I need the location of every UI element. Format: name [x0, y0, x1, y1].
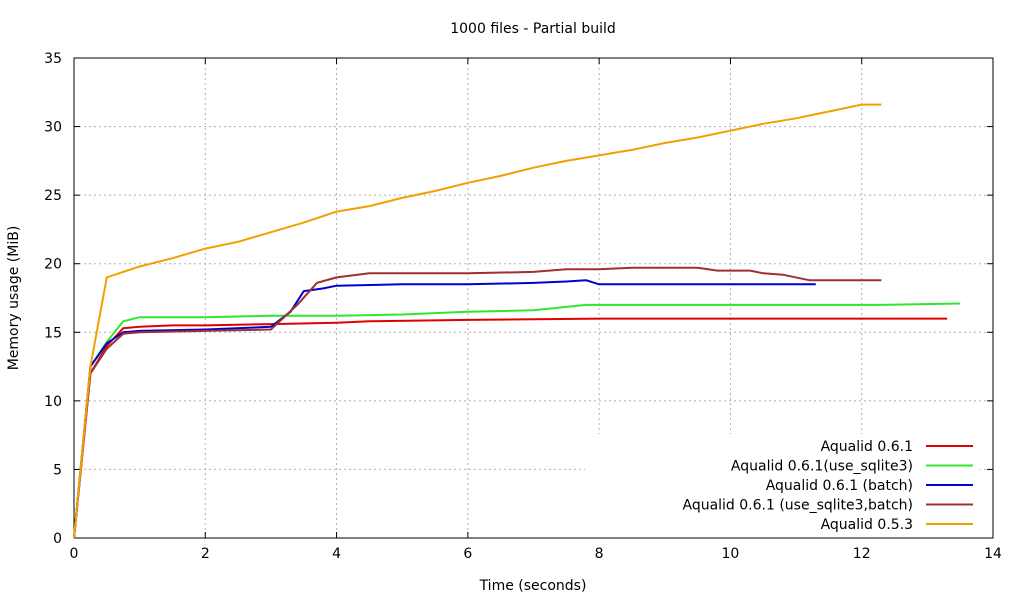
x-tick-label: 2: [201, 546, 210, 562]
series-line-5: [73, 103, 882, 539]
y-tick-label: 25: [44, 188, 62, 204]
y-tick-label: 5: [53, 462, 62, 478]
y-tick-label: 20: [44, 257, 62, 273]
series-group: [73, 103, 961, 539]
y-tick-label: 10: [44, 394, 62, 410]
series-line-3: [73, 279, 816, 539]
legend: Aqualid 0.6.1 Aqualid 0.6.1(use_sqlite3) A…: [585, 434, 980, 538]
y-tick-label: 30: [44, 120, 62, 136]
series-line-4: [73, 266, 882, 539]
x-tick-label: 6: [463, 546, 472, 562]
x-tick-label: 0: [70, 546, 79, 562]
legend-label-2: Aqualid 0.6.1(use_sqlite3): [731, 459, 913, 475]
plot-frame: [73, 57, 994, 539]
x-tick-label: 14: [984, 546, 1002, 562]
x-tick-label: 8: [595, 546, 604, 562]
axis-ticks: 0 2 4 6 8 10 12 14 0 5 10 15 20 25 30 35: [44, 51, 1002, 562]
legend-label-5: Aqualid 0.5.3: [821, 517, 913, 533]
x-tick-label: 4: [332, 546, 341, 562]
y-axis-label: Memory usage (MiB): [6, 226, 22, 371]
y-tick-label: 15: [44, 325, 62, 341]
legend-label-1: Aqualid 0.6.1: [821, 439, 913, 455]
series-line-2: [73, 302, 961, 539]
y-tick-label: 35: [44, 51, 62, 67]
legend-background: [585, 434, 980, 538]
y-tick-label: 0: [53, 531, 62, 547]
x-axis-label: Time (seconds): [479, 578, 587, 594]
legend-label-3: Aqualid 0.6.1 (batch): [766, 478, 913, 494]
legend-label-4: Aqualid 0.6.1 (use_sqlite3,batch): [682, 498, 913, 514]
x-tick-label: 10: [722, 546, 740, 562]
x-tick-label: 12: [853, 546, 871, 562]
chart-title: 1000 files - Partial build: [450, 21, 616, 37]
